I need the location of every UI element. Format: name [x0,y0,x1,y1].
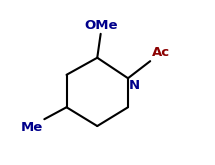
Text: Ac: Ac [152,46,170,59]
Text: Me: Me [20,121,43,134]
Text: N: N [129,79,140,92]
Text: OMe: OMe [84,19,117,32]
